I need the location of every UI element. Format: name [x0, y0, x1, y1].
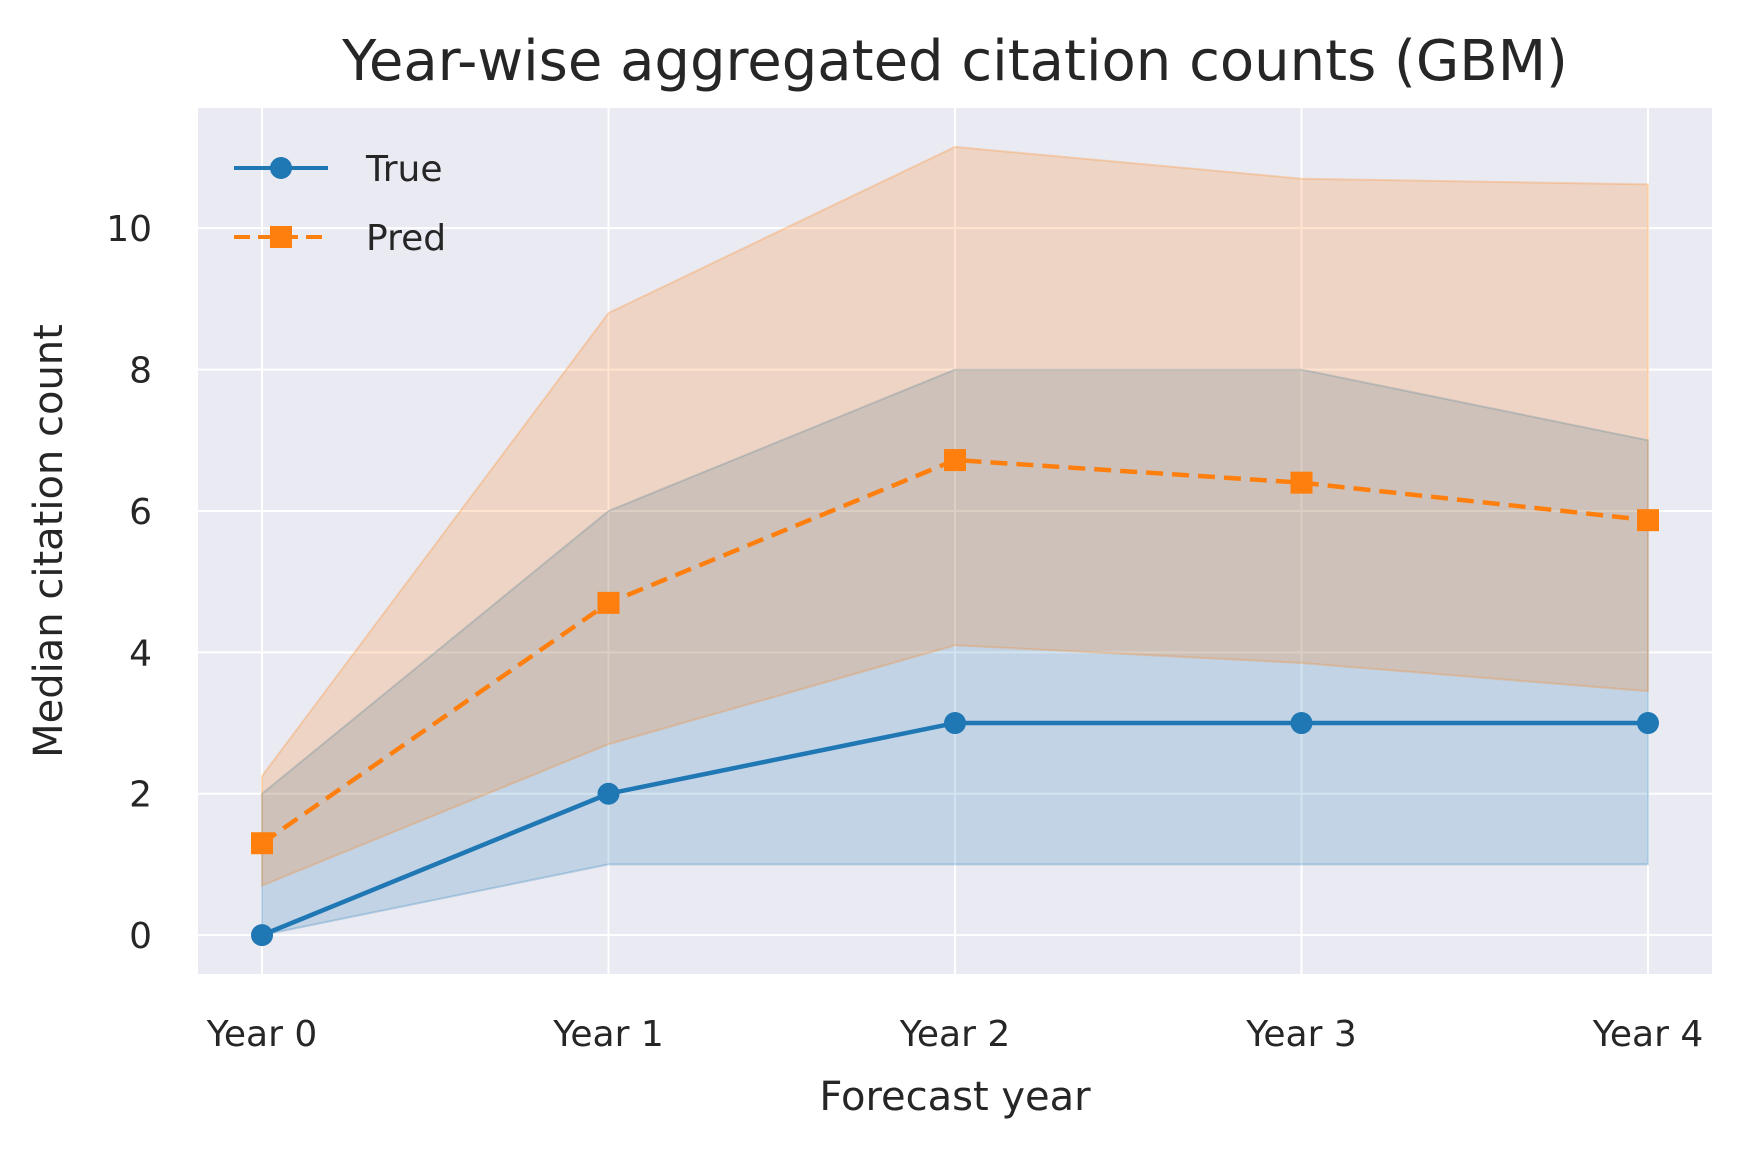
legend: True Pred [234, 149, 446, 259]
point-true [1290, 712, 1313, 735]
x-tick-label: Year 4 [1592, 1014, 1704, 1055]
grid [198, 108, 1712, 974]
y-axis-label: Median citation count [26, 324, 72, 758]
legend-true-marker [270, 157, 292, 179]
band-pred [261, 145, 1649, 888]
legend-pred-label: Pred [366, 218, 446, 259]
point-pred [1290, 471, 1313, 494]
x-tick-label: Year 3 [1245, 1014, 1357, 1055]
y-tick-label: 4 [129, 633, 152, 674]
y-tick-label: 2 [129, 775, 152, 816]
point-true [597, 782, 620, 805]
tick-labels: 0 2 4 6 8 10 Year 0 Year 1 Year 2 Year 3 Year 4 [106, 209, 1703, 1055]
point-pred [944, 449, 966, 472]
x-tick-label: Year 1 [552, 1014, 664, 1055]
y-tick-label: 0 [129, 916, 152, 957]
y-tick-label: 10 [106, 209, 152, 250]
point-true [944, 712, 966, 735]
chart-title: Year-wise aggregated citation counts (GB… [341, 29, 1568, 94]
point-true [251, 924, 273, 947]
y-tick-label: 6 [129, 492, 152, 533]
legend-true-label: True [365, 149, 442, 190]
point-true [1637, 712, 1659, 735]
point-pred [597, 591, 620, 614]
x-axis-label: Forecast year [819, 1074, 1091, 1120]
point-pred [1637, 509, 1659, 532]
x-tick-label: Year 2 [899, 1014, 1011, 1055]
legend-pred-marker [270, 226, 292, 248]
x-tick-label: Year 0 [206, 1014, 318, 1055]
point-pred [251, 832, 273, 855]
y-tick-label: 8 [129, 351, 152, 392]
series-markers [251, 449, 1659, 947]
